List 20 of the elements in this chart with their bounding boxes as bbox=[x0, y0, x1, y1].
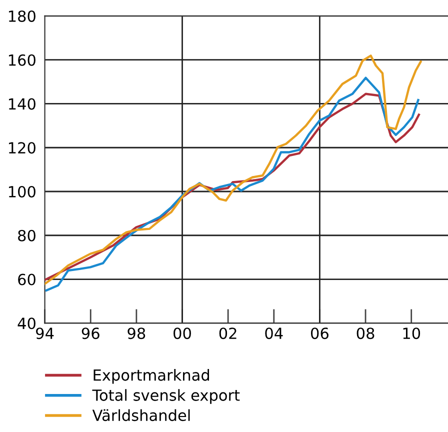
y-tick-label: 100 bbox=[8, 186, 36, 198]
x-tick-label: 08 bbox=[356, 328, 374, 340]
x-tick-label: 00 bbox=[174, 328, 191, 340]
y-tick-label: 80 bbox=[18, 230, 36, 242]
x-tick-label: 98 bbox=[128, 328, 146, 340]
y-tick-label: 120 bbox=[8, 142, 36, 154]
y-tick-label: 160 bbox=[8, 54, 36, 66]
x-tick-label: 02 bbox=[219, 328, 236, 340]
y-tick-label: 180 bbox=[8, 10, 36, 22]
x-tick-label: 10 bbox=[403, 328, 420, 340]
y-tick-label: 40 bbox=[18, 318, 36, 330]
legend-label: Total svensk export bbox=[92, 389, 240, 404]
x-tick-label: 06 bbox=[310, 328, 328, 340]
x-tick-label: 96 bbox=[82, 328, 100, 340]
x-tick-label: 94 bbox=[36, 328, 54, 340]
legend-label: Världshandel bbox=[92, 409, 190, 422]
legend-label: Exportmarknad bbox=[94, 368, 210, 384]
y-tick-label: 60 bbox=[18, 274, 36, 286]
x-tick-label: 04 bbox=[265, 328, 283, 340]
y-tick-label: 140 bbox=[8, 98, 36, 110]
